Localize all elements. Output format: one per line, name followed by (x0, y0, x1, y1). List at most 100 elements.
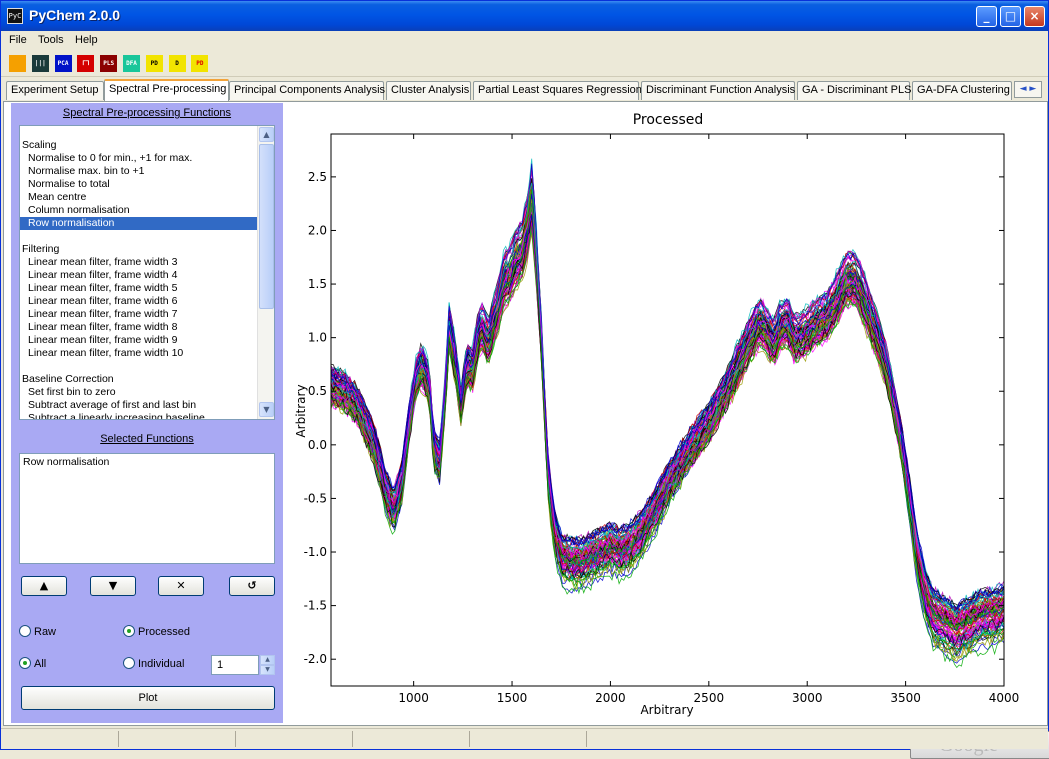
list-item[interactable]: Linear mean filter, frame width 4 (28, 269, 178, 281)
spectrum-line (331, 214, 1004, 611)
close-button[interactable]: × (1024, 6, 1045, 27)
functions-scrollbar[interactable]: ▲ ▼ (257, 126, 274, 419)
y-tick-label: 1.0 (308, 331, 327, 345)
radio-processed-label: Processed (138, 626, 190, 638)
tab-discriminant-function-analysis[interactable]: Discriminant Function Analysis (641, 81, 795, 100)
spin-up-icon[interactable]: ▲ (260, 655, 275, 665)
list-item[interactable]: Column normalisation (28, 204, 130, 216)
scroll-down-icon[interactable]: ▼ (259, 402, 274, 417)
plot-button[interactable]: Plot (21, 686, 275, 710)
maximize-button[interactable]: □ (1000, 6, 1021, 27)
y-tick-label: 2.0 (308, 223, 327, 237)
list-item[interactable]: Subtract a linearly increasing baseline (28, 412, 205, 420)
radio-all[interactable]: All (19, 657, 46, 670)
status-segment (470, 731, 587, 747)
menu-tools[interactable]: Tools (38, 34, 64, 46)
app-icon: PyC (7, 8, 23, 24)
list-spacer (20, 126, 258, 139)
tab-content: Spectral Pre-processing Functions Scalin… (3, 101, 1049, 759)
list-group-header: Filtering (22, 243, 60, 255)
status-segment (353, 731, 470, 747)
status-segment (236, 731, 353, 747)
chart-title: Processed (633, 112, 704, 128)
x-axis-label: Arbitrary (640, 703, 693, 717)
list-item[interactable]: Linear mean filter, frame width 10 (28, 347, 184, 359)
x-tick-label: 1000 (398, 691, 429, 705)
spin-buttons[interactable]: ▲ ▼ (260, 655, 275, 675)
list-item[interactable]: Linear mean filter, frame width 8 (28, 321, 178, 333)
tab-partial-least-squares-regression[interactable]: Partial Least Squares Regression (473, 81, 642, 100)
cluster-icon[interactable]: ᒥᒣ (77, 55, 95, 72)
toolbar: ||| PCA ᒥᒣ PLS DFA PD D PD (1, 51, 1048, 77)
list-item[interactable]: Normalise max. bin to +1 (28, 165, 145, 177)
list-item[interactable]: Normalise to total (28, 178, 110, 190)
menu-file[interactable]: File (9, 34, 27, 46)
list-item[interactable]: Normalise to 0 for min., +1 for max. (28, 152, 193, 164)
title-bar[interactable]: PyC PyChem 2.0.0 _ □ × (1, 1, 1048, 31)
menu-help[interactable]: Help (75, 34, 98, 46)
radio-raw-dot[interactable] (19, 625, 31, 637)
undo-button[interactable]: ↺ (229, 576, 275, 596)
tab-spectral-pre-processing[interactable]: Spectral Pre-processing (104, 79, 229, 101)
radio-individual-dot[interactable] (123, 657, 135, 669)
spin-down-icon[interactable]: ▼ (260, 665, 275, 675)
tab-scroll-arrows-icon[interactable]: ◄ ► (1014, 81, 1042, 98)
list-item[interactable]: Subtract average of first and last bin (28, 399, 197, 411)
dfa-icon[interactable]: DFA (123, 55, 140, 72)
list-item[interactable]: Linear mean filter, frame width 9 (28, 334, 178, 346)
y-tick-label: -2.0 (304, 652, 327, 666)
preprocessing-panel: Spectral Pre-processing Functions Scalin… (11, 103, 283, 723)
functions-listbox[interactable]: Scaling Normalise to 0 for min., +1 for m… (19, 125, 275, 420)
list-item[interactable]: Linear mean filter, frame width 5 (28, 282, 178, 294)
tab-ga-dfa-clustering[interactable]: GA-DFA Clustering (912, 81, 1012, 100)
list-group-header: Scaling (22, 139, 57, 151)
pca-icon[interactable]: PCA (54, 55, 72, 72)
spectrum-line (331, 158, 1004, 642)
spectrum-line (331, 202, 1004, 650)
list-item[interactable]: Linear mean filter, frame width 3 (28, 256, 178, 268)
x-tick-label: 4000 (989, 691, 1020, 705)
list-group-header: Baseline Correction (22, 373, 114, 385)
status-segment (119, 731, 236, 747)
y-tick-label: 0.0 (308, 438, 327, 452)
tab-principal-components-analysis[interactable]: Principal Components Analysis (229, 81, 385, 100)
functions-list: Scaling Normalise to 0 for min., +1 for m… (20, 126, 258, 420)
list-item[interactable]: Linear mean filter, frame width 7 (28, 308, 178, 320)
plot-area (331, 158, 1004, 669)
list-item[interactable]: Row normalisation (20, 217, 258, 230)
spectra-icon[interactable]: ||| (31, 55, 49, 72)
move-down-button[interactable]: ▼ (90, 576, 136, 596)
tab-cluster-analysis[interactable]: Cluster Analysis (386, 81, 471, 100)
tab-experiment-setup[interactable]: Experiment Setup (6, 81, 104, 100)
move-up-button[interactable]: ▲ (21, 576, 67, 596)
selected-title: Selected Functions (100, 433, 194, 445)
list-item[interactable]: Set first bin to zero (28, 386, 116, 398)
pls-icon[interactable]: PLS (100, 55, 118, 72)
radio-all-dot[interactable] (19, 657, 31, 669)
y-axis-label: Arbitrary (294, 384, 308, 437)
individual-spin-input[interactable]: 1 (211, 655, 259, 675)
x-tick-label: 1500 (497, 691, 528, 705)
ga-pls-icon[interactable]: PD (145, 55, 163, 72)
selected-functions-box[interactable]: Row normalisation (19, 453, 275, 564)
flask-icon[interactable] (9, 55, 26, 72)
tab-ga-discriminant-pls[interactable]: GA - Discriminant PLS (797, 81, 911, 100)
processed-chart[interactable]: Processed 1000 1500 2000 2500 3000 3500 4000 -2… (291, 106, 1046, 723)
status-bar (1, 728, 1048, 749)
radio-processed[interactable]: Processed (123, 625, 190, 638)
scroll-up-icon[interactable]: ▲ (259, 127, 274, 142)
selected-function-item[interactable]: Row normalisation (23, 456, 110, 468)
ga-dfa-icon[interactable]: PD (191, 55, 209, 72)
delete-button[interactable]: ✕ (158, 576, 204, 596)
radio-individual[interactable]: Individual (123, 657, 184, 670)
list-item[interactable]: Mean centre (28, 191, 87, 203)
scroll-thumb[interactable] (259, 144, 274, 309)
list-item[interactable]: Linear mean filter, frame width 6 (28, 295, 178, 307)
list-spacer (20, 230, 258, 243)
ga-d-icon[interactable]: D (168, 55, 186, 72)
minimize-button[interactable]: _ (976, 6, 997, 27)
radio-processed-dot[interactable] (123, 625, 135, 637)
radio-raw[interactable]: Raw (19, 625, 56, 638)
chart-axes: 1000 1500 2000 2500 3000 3500 4000 -2.0 -1.5 -1.0… (304, 133, 1020, 705)
